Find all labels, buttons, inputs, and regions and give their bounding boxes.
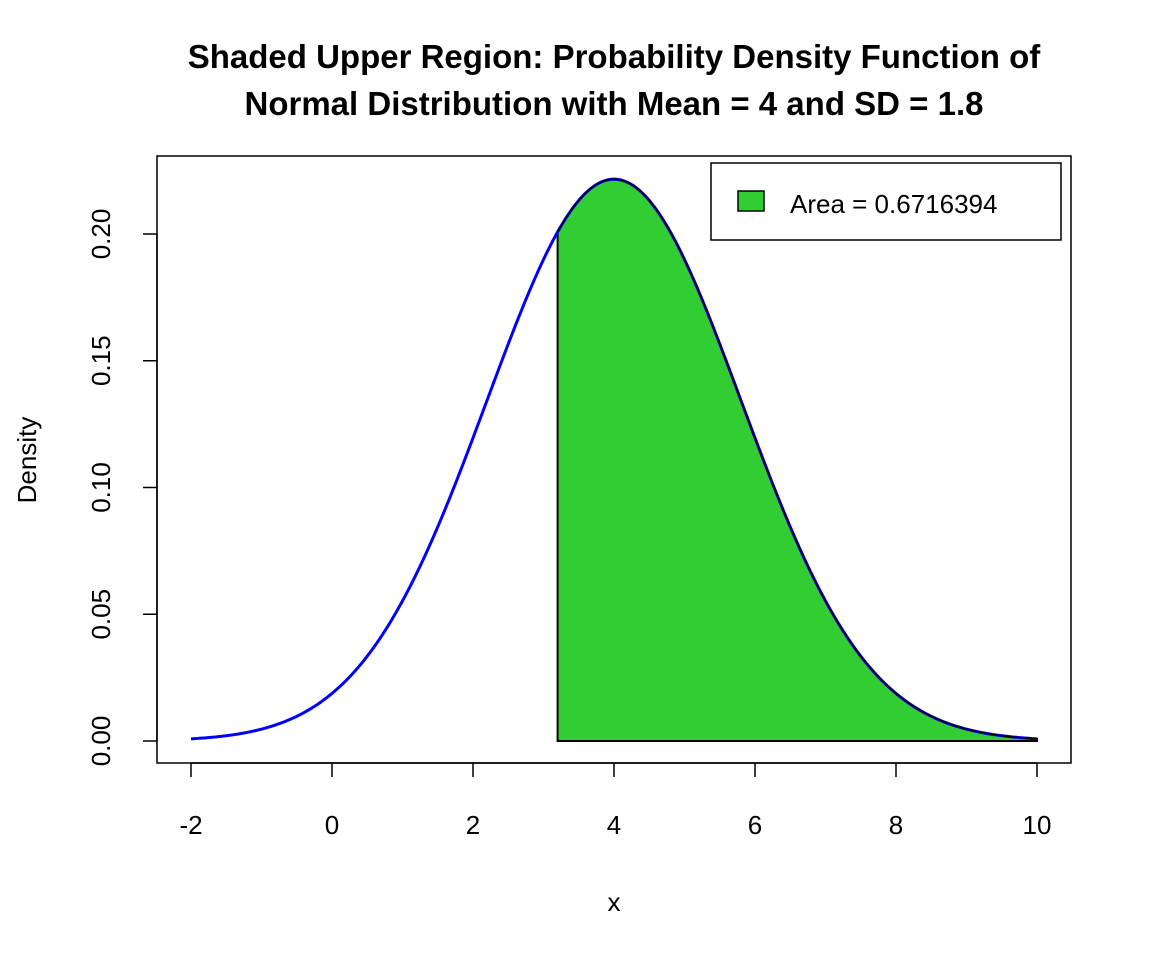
chart-title-line-1: Shaded Upper Region: Probability Density… — [188, 38, 1042, 75]
x-tick-label: 6 — [748, 810, 762, 840]
x-axis-label: x — [608, 887, 621, 917]
legend-swatch — [737, 190, 765, 212]
legend: Area = 0.6716394 — [710, 162, 1062, 241]
x-tick-label: 2 — [466, 810, 480, 840]
x-tick-label: 0 — [325, 810, 339, 840]
y-tick-label: 0.15 — [86, 335, 116, 386]
x-tick-label: 10 — [1023, 810, 1052, 840]
x-axis: -2 0 2 4 6 8 10 — [179, 762, 1052, 840]
y-axis: 0.00 0.05 0.10 0.15 0.20 — [86, 209, 158, 767]
y-tick-label: 0.00 — [86, 716, 116, 767]
x-tick-label: 4 — [607, 810, 621, 840]
shaded-area-border — [556, 178, 1038, 740]
chart-title-line-2: Normal Distribution with Mean = 4 and SD… — [245, 85, 984, 122]
x-tick-label: -2 — [179, 810, 202, 840]
y-tick-label: 0.10 — [86, 462, 116, 513]
x-tick-label: 8 — [889, 810, 903, 840]
y-tick-label: 0.05 — [86, 589, 116, 640]
y-axis-label: Density — [12, 417, 42, 504]
y-tick-label: 0.20 — [86, 209, 116, 260]
legend-box — [710, 162, 1062, 241]
shaded-area — [556, 178, 1038, 742]
legend-label: Area = 0.6716394 — [790, 189, 997, 219]
